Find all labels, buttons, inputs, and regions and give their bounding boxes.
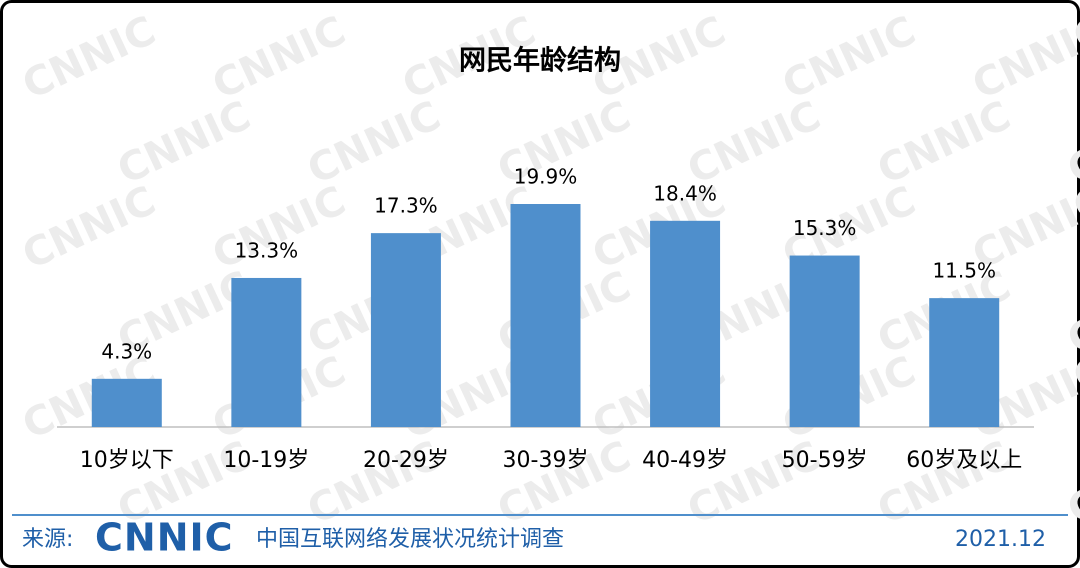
x-tick-label: 50-59岁 (782, 448, 868, 473)
bar (231, 277, 302, 427)
value-label: 13.3% (235, 238, 299, 262)
value-label: 18.4% (653, 181, 717, 205)
bar (510, 204, 581, 427)
bar (370, 233, 441, 427)
x-tick-label: 40-49岁 (642, 448, 728, 473)
bar (929, 298, 1000, 427)
bar (789, 255, 860, 427)
source-label: 来源: (22, 527, 73, 552)
x-tick-label: 60岁及以上 (906, 448, 1022, 473)
x-tick-label: 20-29岁 (363, 448, 449, 473)
value-label: 19.9% (514, 165, 578, 189)
value-label: 11.5% (932, 259, 996, 283)
bar (91, 378, 162, 427)
x-tick-label: 10岁以下 (80, 448, 174, 473)
value-label: 15.3% (793, 216, 857, 240)
date: 2021.12 (955, 527, 1046, 552)
bar (650, 220, 721, 427)
value-label: 4.3% (101, 339, 152, 363)
logo: CNNIC (95, 516, 234, 560)
x-tick-label: 10-19岁 (223, 448, 309, 473)
chart-title: 网民年龄结构 (459, 45, 621, 77)
x-tick-label: 30-39岁 (503, 448, 589, 473)
source: 中国互联网络发展状况统计调查 (256, 527, 564, 552)
value-label: 17.3% (374, 194, 438, 218)
